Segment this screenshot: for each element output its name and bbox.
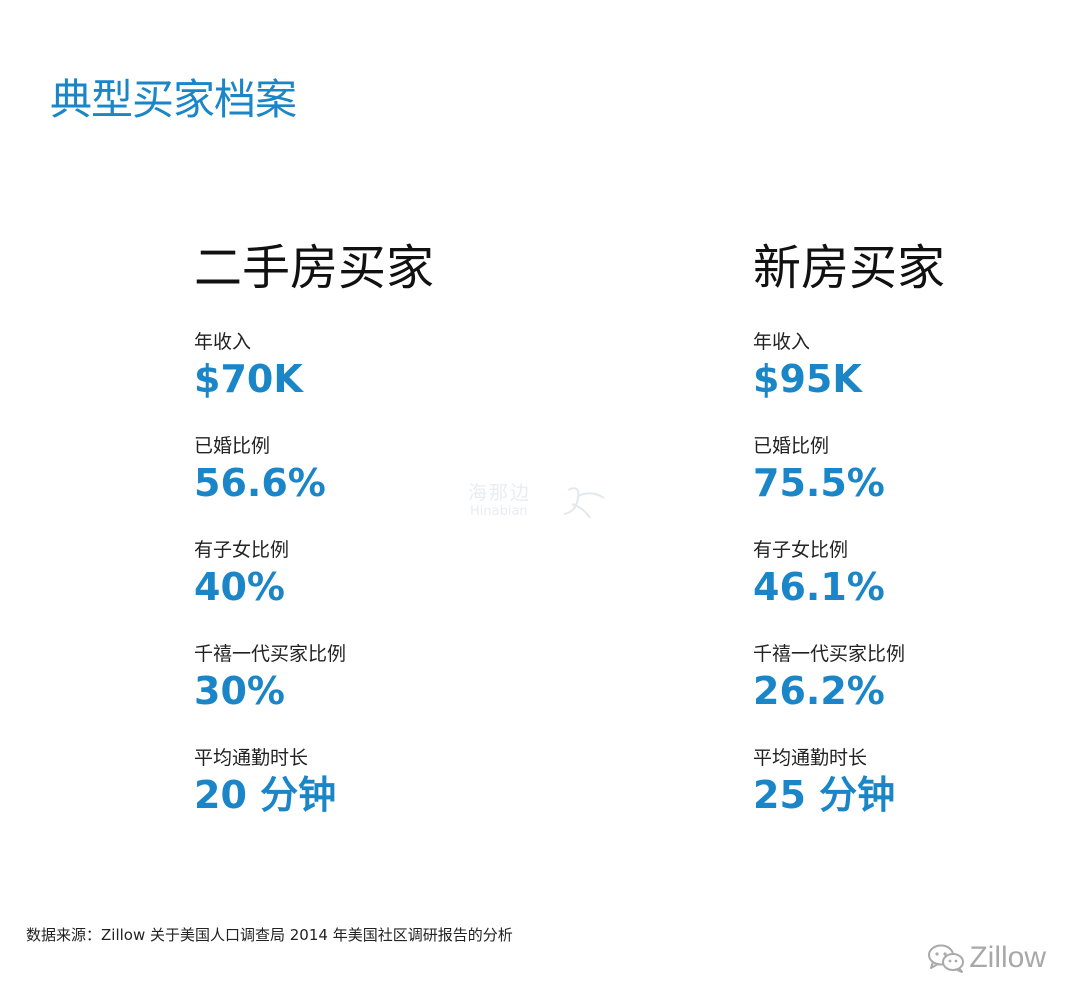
metric-label: 平均通勤时长 [194,747,309,769]
source-note: 数据来源：Zillow 关于美国人口调查局 2014 年美国社区调研报告的分析 [26,926,513,944]
metric-label: 有子女比例 [194,539,290,561]
metric-label: 已婚比例 [753,435,830,457]
metric-value: 75.5% [753,461,885,505]
page-title: 典型买家档案 [50,75,297,124]
metric-label: 千禧一代买家比例 [753,643,906,665]
metric-millennial-ratio: 千禧一代买家比例 30% [194,642,524,746]
watermark-logo-icon [563,487,605,519]
metric-label: 已婚比例 [194,435,271,457]
column-title: 二手房买家 [194,240,435,296]
metric-value: $70K [194,357,303,401]
metric-commute-time: 平均通勤时长 20 分钟 [194,746,524,850]
metric-millennial-ratio: 千禧一代买家比例 26.2% [753,642,1080,746]
new-home-buyer-column: 新房买家 年收入 $95K 已婚比例 75.5% 有子女比例 46.1% 千禧一… [753,238,1080,850]
metric-label: 有子女比例 [753,539,849,561]
metric-value: 26.2% [753,669,885,713]
metric-value: 46.1% [753,565,885,609]
wechat-icon [928,944,965,973]
column-title: 新房买家 [753,240,946,296]
metric-label: 年收入 [194,331,252,353]
metric-value: 30% [194,669,285,713]
metric-children-ratio: 有子女比例 40% [194,538,524,642]
metric-married-ratio: 已婚比例 56.6% [194,434,524,538]
metric-label: 平均通勤时长 [753,747,868,769]
metric-value: 20 分钟 [194,773,337,817]
metric-value: $95K [753,357,862,401]
metric-label: 年收入 [753,331,811,353]
metric-married-ratio: 已婚比例 75.5% [753,434,1080,538]
metric-annual-income: 年收入 $95K [753,330,1080,434]
brand-name: Zillow [969,941,1046,974]
metric-value: 40% [194,565,285,609]
metric-annual-income: 年收入 $70K [194,330,524,434]
metric-value: 56.6% [194,461,326,505]
metric-label: 千禧一代买家比例 [194,643,347,665]
metric-commute-time: 平均通勤时长 25 分钟 [753,746,1080,850]
resale-buyer-column: 二手房买家 年收入 $70K 已婚比例 56.6% 有子女比例 40% 千禧一代… [194,238,524,850]
metric-value: 25 分钟 [753,773,896,817]
brand-watermark: Zillow [927,938,1046,978]
metric-children-ratio: 有子女比例 46.1% [753,538,1080,642]
